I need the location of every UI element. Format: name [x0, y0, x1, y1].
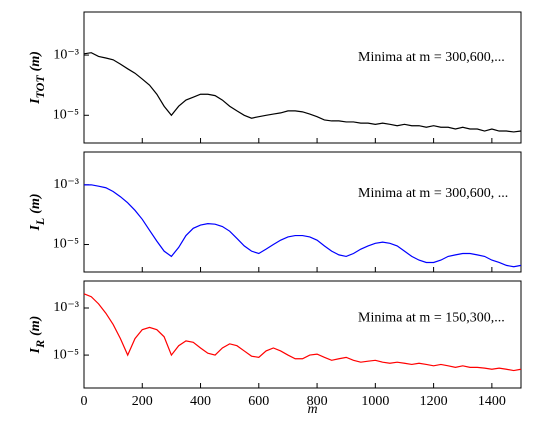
y-axis-label-sub: R	[33, 340, 47, 349]
x-tick-label: 0	[81, 394, 88, 409]
y-axis-label-main: I	[28, 98, 43, 105]
annotation: Minima at m = 300,600, ...	[358, 186, 508, 201]
x-tick-label: 1000	[361, 394, 389, 409]
x-tick-label: 400	[190, 394, 211, 409]
y-axis-label-tail: (m)	[28, 51, 43, 71]
y-axis-label-tail: (m)	[28, 193, 43, 213]
x-axis-label: m	[307, 402, 317, 417]
plot-frame	[83, 151, 522, 273]
x-tick-label: 1200	[420, 394, 448, 409]
y-axis-label-main: I	[28, 225, 43, 232]
x-tick-label: 800	[307, 394, 328, 409]
y-tick-label: 10⁻³	[53, 177, 79, 192]
series-line	[83, 293, 522, 372]
y-tick-label: 10⁻³	[53, 300, 79, 315]
y-tick-label: 10⁻⁵	[53, 237, 79, 252]
plot-frame	[83, 11, 522, 144]
y-tick-label: 10⁻⁵	[53, 108, 79, 123]
x-tick-label: 1400	[478, 394, 506, 409]
x-tick-label: 200	[132, 394, 153, 409]
y-axis-label: IL (m)	[28, 193, 47, 231]
y-axis-label: ITOT (m)	[28, 51, 47, 105]
annotation: Minima at m = 300,600,...	[358, 50, 505, 65]
x-tick-label: 600	[248, 394, 269, 409]
y-axis-label-sub: L	[33, 218, 47, 226]
y-axis-label-tail: (m)	[28, 316, 43, 336]
y-axis-label-sub: TOT	[33, 75, 47, 99]
y-axis-label-main: I	[28, 347, 43, 354]
y-tick-label: 10⁻⁵	[53, 347, 79, 362]
plot-frame	[83, 280, 522, 389]
y-axis-label: IR (m)	[28, 316, 47, 355]
series-line	[83, 52, 522, 133]
series-line	[84, 184, 522, 268]
annotation: Minima at m = 150,300,...	[358, 311, 505, 326]
y-tick-label: 10⁻³	[53, 47, 79, 62]
